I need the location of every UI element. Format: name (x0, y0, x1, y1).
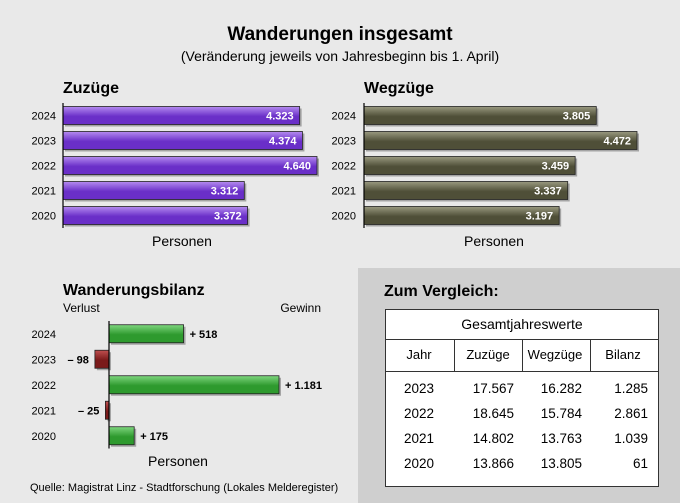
table-cell-departures: 13.763 (540, 431, 582, 446)
departures-value-label: 3.337 (534, 186, 562, 198)
table-title: Gesamtjahreswerte (386, 310, 658, 340)
balance-year-label: 2021 (32, 405, 56, 417)
column-header-arrivals: Zuzüge (466, 347, 510, 362)
departures-bar (363, 106, 597, 125)
table-cell-balance: 61 (632, 456, 648, 471)
arrivals-bar (62, 106, 301, 125)
table-cell-arrivals: 17.567 (472, 381, 514, 396)
balance-year-label: 2022 (32, 380, 56, 392)
departures-value-label: 3.459 (542, 161, 570, 173)
arrivals-value-label: 4.640 (283, 161, 311, 173)
balance-axis-title: Personen (148, 453, 208, 469)
arrivals-value-label: 3.312 (211, 186, 239, 198)
table-divider (590, 339, 591, 371)
arrivals-bar (62, 156, 318, 175)
balance-value-label: – 25 (78, 405, 99, 417)
balance-value-label: + 175 (140, 431, 168, 443)
table-cell-departures: 13.805 (540, 456, 582, 471)
departures-value-label: 3.805 (563, 111, 591, 123)
arrivals-value-label: 4.374 (269, 136, 297, 148)
table-cell-departures: 15.784 (540, 406, 582, 421)
source-note: Quelle: Magistrat Linz - Stadtforschung … (30, 482, 339, 494)
table-cell-year: 2021 (403, 431, 435, 446)
arrivals-value-label: 3.372 (214, 211, 242, 223)
departures-title: Wegzüge (364, 80, 434, 97)
arrivals-year-label: 2022 (32, 161, 56, 173)
table-divider (522, 339, 523, 371)
departures-value-label: 4.472 (603, 136, 631, 148)
balance-title: Wanderungsbilanz (63, 282, 205, 299)
arrivals-year-label: 2020 (32, 211, 56, 223)
departures-year-label: 2021 (332, 186, 356, 198)
table-cell-balance: 1.039 (614, 431, 648, 446)
table-row: 2023 17.567 16.282 1.285 (386, 381, 658, 406)
chart-subtitle: (Veränderung jeweils von Jahresbeginn bi… (180, 48, 500, 64)
table-cell-arrivals: 13.866 (472, 456, 514, 471)
balance-year-label: 2020 (32, 431, 56, 443)
column-header-balance: Bilanz (605, 347, 641, 362)
balance-bar (108, 426, 135, 446)
comparison-title: Zum Vergleich: (384, 283, 499, 300)
departures-year-label: 2024 (332, 111, 356, 123)
departures-bar (363, 131, 638, 150)
arrivals-value-label: 4.323 (266, 111, 294, 123)
table-row: 2020 13.866 13.805 61 (386, 456, 658, 481)
arrivals-axis-title: Personen (152, 233, 212, 249)
comparison-panel: Zum Vergleich: Gesamtjahreswerte Jahr Zu… (358, 268, 680, 503)
arrivals-year-label: 2021 (32, 186, 56, 198)
arrivals-bar (62, 131, 303, 150)
departures-value-label: 3.197 (526, 211, 554, 223)
arrivals-title: Zuzüge (63, 80, 119, 97)
arrivals-year-label: 2023 (32, 136, 56, 148)
table-cell-arrivals: 14.802 (472, 431, 514, 446)
balance-value-label: + 518 (190, 329, 218, 341)
table-cell-year: 2020 (403, 456, 435, 471)
column-header-year: Jahr (406, 347, 432, 362)
balance-gain-label: Gewinn (280, 301, 321, 315)
table-header-row: Jahr Zuzüge Wegzüge Bilanz (386, 339, 658, 372)
table-row: 2021 14.802 13.763 1.039 (386, 431, 658, 456)
table-cell-arrivals: 18.645 (472, 406, 514, 421)
comparison-table: Gesamtjahreswerte Jahr Zuzüge Wegzüge Bi… (385, 309, 659, 487)
balance-year-label: 2023 (32, 354, 56, 366)
departures-year-label: 2022 (332, 161, 356, 173)
table-cell-balance: 2.861 (614, 406, 648, 421)
balance-bar (94, 349, 110, 369)
balance-bar (108, 324, 184, 344)
column-header-departures: Wegzüge (527, 347, 583, 362)
arrivals-year-label: 2024 (32, 111, 56, 123)
balance-loss-label: Verlust (63, 301, 100, 315)
table-divider (454, 339, 455, 371)
table-cell-year: 2022 (403, 406, 435, 421)
chart-title: Wanderungen insgesamt (227, 24, 453, 45)
departures-year-label: 2020 (332, 211, 356, 223)
table-cell-year: 2023 (403, 381, 435, 396)
table-cell-balance: 1.285 (614, 381, 648, 396)
table-row: 2022 18.645 15.784 2.861 (386, 406, 658, 431)
balance-year-label: 2024 (32, 329, 56, 341)
balance-value-label: + 1.181 (285, 380, 322, 392)
departures-axis-title: Personen (464, 233, 524, 249)
table-cell-departures: 16.282 (540, 381, 582, 396)
balance-value-label: – 98 (67, 354, 88, 366)
departures-year-label: 2023 (332, 136, 356, 148)
balance-bar (108, 375, 280, 395)
